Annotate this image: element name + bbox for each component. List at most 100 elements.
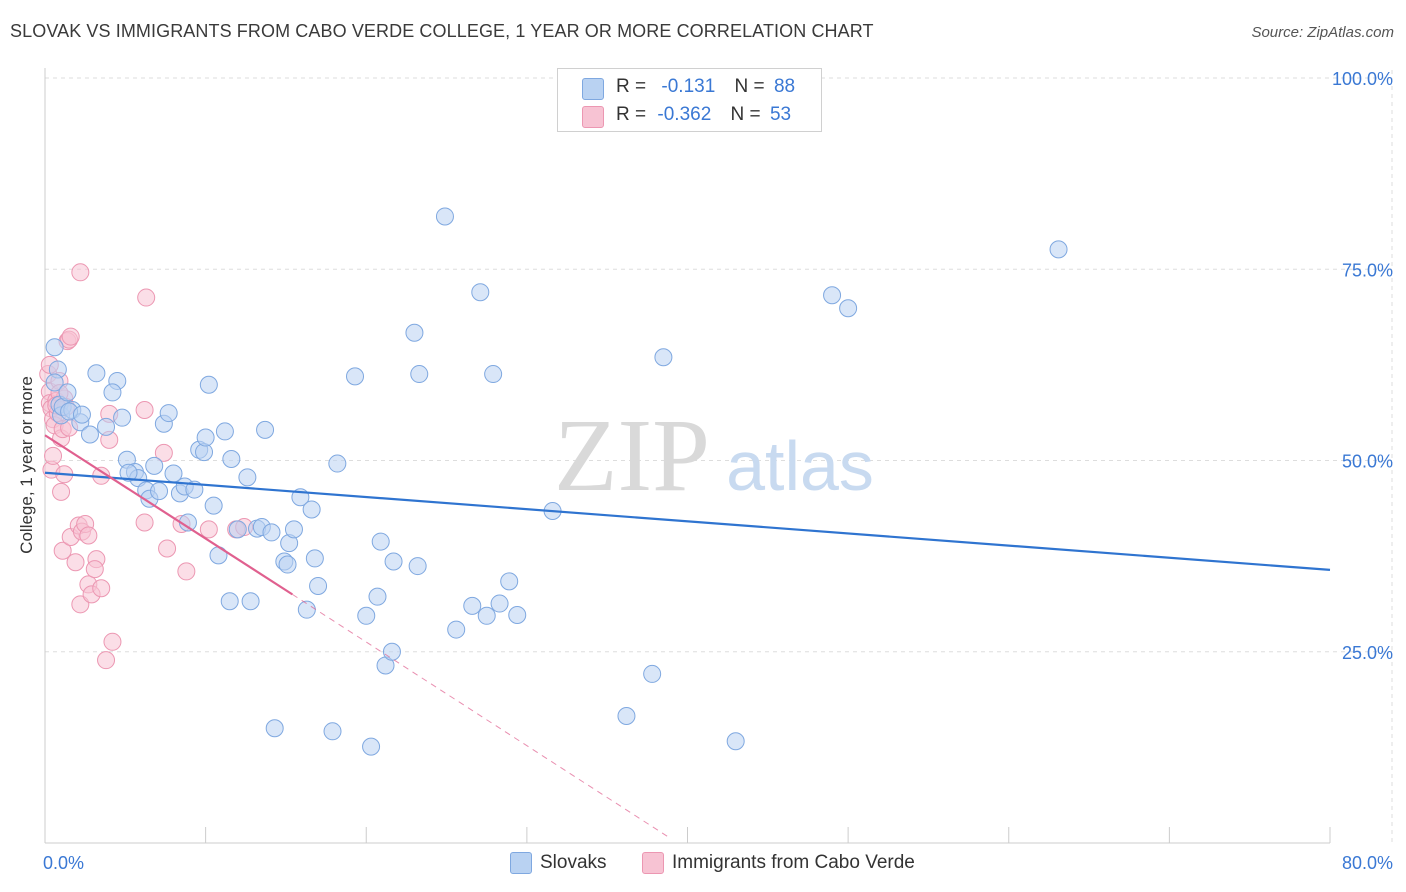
legend-n-value: 88 <box>773 76 796 97</box>
data-point-slovak <box>262 523 281 542</box>
data-point-slovak <box>204 496 223 515</box>
series-slovaks-points <box>45 207 1068 756</box>
data-point-slovak <box>222 449 241 468</box>
data-point-slovak <box>220 592 239 611</box>
data-point-slovak <box>384 552 403 571</box>
data-point-slovak <box>447 620 466 639</box>
tick-labels: 25.0% 50.0% 75.0% 100.0% 0.0% 80.0% <box>43 69 1393 873</box>
data-point-cabo-verde <box>103 632 122 651</box>
data-point-slovak <box>97 417 116 436</box>
data-point-slovak <box>228 520 247 539</box>
data-point-slovak <box>113 408 132 427</box>
data-point-slovak <box>45 373 64 392</box>
data-point-slovak <box>150 482 169 501</box>
data-point-slovak <box>302 500 321 519</box>
data-point-slovak <box>357 606 376 625</box>
data-point-slovak <box>471 283 490 302</box>
data-point-slovak <box>238 468 257 487</box>
legend-r-label: R = <box>616 104 647 125</box>
data-point-slovak <box>839 299 858 318</box>
chart-title: SLOVAK VS IMMIGRANTS FROM CABO VERDE COL… <box>10 21 874 41</box>
data-point-slovak <box>410 365 429 384</box>
data-point-slovak <box>215 422 234 441</box>
data-point-slovak <box>382 642 401 661</box>
data-point-cabo-verde <box>135 513 154 532</box>
data-point-cabo-verde <box>66 553 85 572</box>
y-tick-label: 50.0% <box>1342 452 1393 472</box>
data-point-slovak <box>463 596 482 615</box>
data-point-slovak <box>265 719 284 738</box>
data-point-slovak <box>196 428 215 447</box>
data-point-slovak <box>309 576 328 595</box>
grid-lines <box>45 70 1393 843</box>
data-point-slovak <box>371 532 390 551</box>
data-point-slovak <box>241 592 260 611</box>
x-tick-label: 0.0% <box>43 853 84 873</box>
watermark: ZIP atlas <box>554 398 874 513</box>
data-point-slovak <box>305 549 324 568</box>
bottom-legend-label: Immigrants from Cabo Verde <box>672 852 915 873</box>
y-axis-label: College, 1 year or more <box>17 376 36 554</box>
data-point-slovak <box>58 383 77 402</box>
trend-lines <box>44 434 1331 838</box>
data-point-slovak <box>284 520 303 539</box>
trend-line-cabo-verde-extension <box>292 593 669 838</box>
y-tick-label: 25.0% <box>1342 643 1393 663</box>
legend-n-value: 53 <box>769 104 792 125</box>
legend-n-label: N = <box>734 76 765 97</box>
data-point-slovak <box>145 456 164 475</box>
trend-line-cabo-verde <box>44 434 293 596</box>
data-point-slovak <box>490 594 509 613</box>
data-point-slovak <box>72 405 91 424</box>
x-tick-label: 80.0% <box>1342 853 1393 873</box>
data-point-slovak <box>328 454 347 473</box>
data-point-slovak <box>87 364 106 383</box>
legend-r-value: -0.362 <box>657 104 712 125</box>
data-point-slovak <box>362 737 381 756</box>
data-point-slovak <box>278 555 297 574</box>
data-point-slovak <box>1049 240 1068 259</box>
y-tick-label: 100.0% <box>1332 69 1393 89</box>
watermark-atlas: atlas <box>726 427 874 505</box>
data-point-cabo-verde <box>44 446 63 465</box>
data-point-slovak <box>484 365 503 384</box>
watermark-zip: ZIP <box>554 398 710 513</box>
bottom-legend-label: Slovaks <box>540 852 607 873</box>
data-point-slovak <box>654 348 673 367</box>
bottom-swatch-blue <box>510 852 532 874</box>
data-point-slovak <box>435 207 454 226</box>
data-point-slovak <box>159 404 178 423</box>
legend-swatch-blue <box>582 78 604 100</box>
data-point-cabo-verde <box>154 443 173 462</box>
data-point-cabo-verde <box>97 651 116 670</box>
data-point-cabo-verde <box>137 288 156 307</box>
data-point-cabo-verde <box>85 560 104 579</box>
legend-r-value: -0.131 <box>661 76 716 97</box>
data-point-cabo-verde <box>79 526 98 545</box>
legend-n-label: N = <box>730 104 761 125</box>
data-point-slovak <box>726 732 745 751</box>
data-point-cabo-verde <box>61 327 80 346</box>
trend-line-slovaks <box>44 471 1331 571</box>
data-point-slovak <box>508 606 527 625</box>
bottom-swatch-pink <box>642 852 664 874</box>
data-point-slovak <box>823 286 842 305</box>
data-point-cabo-verde <box>135 401 154 420</box>
data-point-slovak <box>256 420 275 439</box>
data-point-slovak <box>405 323 424 342</box>
data-point-slovak <box>297 600 316 619</box>
data-point-slovak <box>119 463 138 482</box>
data-point-cabo-verde <box>158 539 177 558</box>
data-point-cabo-verde <box>71 595 90 614</box>
data-point-cabo-verde <box>53 541 72 560</box>
data-point-slovak <box>45 338 64 357</box>
legend-r-label: R = <box>616 76 647 97</box>
data-point-slovak <box>103 383 122 402</box>
data-point-slovak <box>346 367 365 386</box>
data-point-cabo-verde <box>199 520 218 539</box>
data-point-cabo-verde <box>92 579 111 598</box>
data-point-cabo-verde <box>71 263 90 282</box>
correlation-legend: R = -0.131 N = 88 R = -0.362 N = 53 <box>557 68 822 132</box>
data-point-slovak <box>408 557 427 576</box>
